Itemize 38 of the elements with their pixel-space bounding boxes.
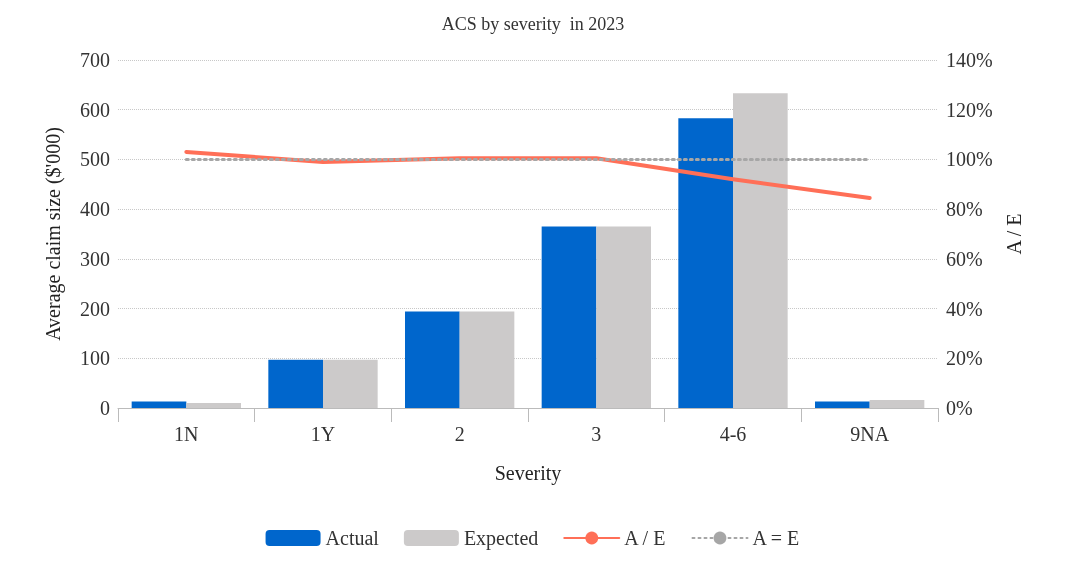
- legend-label: Actual: [325, 527, 380, 549]
- x-tick-label: 3: [591, 423, 602, 445]
- x-tick-label: 1Y: [310, 423, 336, 445]
- y-tick-label: 300: [80, 247, 110, 270]
- y-tick-label: 500: [80, 148, 110, 171]
- y2-tick-label: 100%: [946, 148, 993, 171]
- y2-tick-label: 120%: [946, 98, 993, 121]
- bar: [869, 400, 925, 408]
- bar: [131, 401, 187, 408]
- y2-tick-label: 0%: [946, 397, 973, 419]
- y2-tick-label: 80%: [946, 198, 983, 221]
- y-tick-label: 400: [80, 198, 110, 221]
- x-tick-label: 2: [454, 423, 465, 445]
- bar: [405, 311, 460, 408]
- y2-tick-label: 60%: [946, 247, 983, 270]
- x-tick-label: 1N: [174, 423, 199, 445]
- chart-title: ACS by severity in 2023: [441, 14, 625, 34]
- y2-tick-label: 20%: [946, 347, 983, 370]
- x-tick-label: 4-6: [719, 423, 747, 445]
- y2-axis-title: A / E: [1002, 213, 1025, 255]
- y-axis-title: Average claim size ($'000): [42, 127, 65, 341]
- y2-tick-label: 40%: [946, 297, 983, 320]
- y-tick-label: 700: [80, 49, 110, 71]
- legend-label: A = E: [752, 527, 800, 549]
- legend-label: Expected: [463, 527, 539, 550]
- x-tick-label: 9NA: [850, 423, 890, 445]
- bar: [678, 118, 733, 408]
- y-tick-label: 200: [80, 297, 110, 320]
- y-tick-label: 600: [80, 98, 110, 121]
- bar: [541, 226, 597, 408]
- bar: [815, 401, 870, 408]
- y-tick-label: 0: [100, 397, 110, 419]
- y2-tick-label: 140%: [946, 49, 993, 71]
- y-tick-label: 100: [80, 347, 110, 370]
- legend-label: A / E: [624, 527, 666, 549]
- bar: [268, 359, 323, 408]
- bar: [186, 403, 241, 408]
- x-axis-title: Severity: [494, 462, 562, 485]
